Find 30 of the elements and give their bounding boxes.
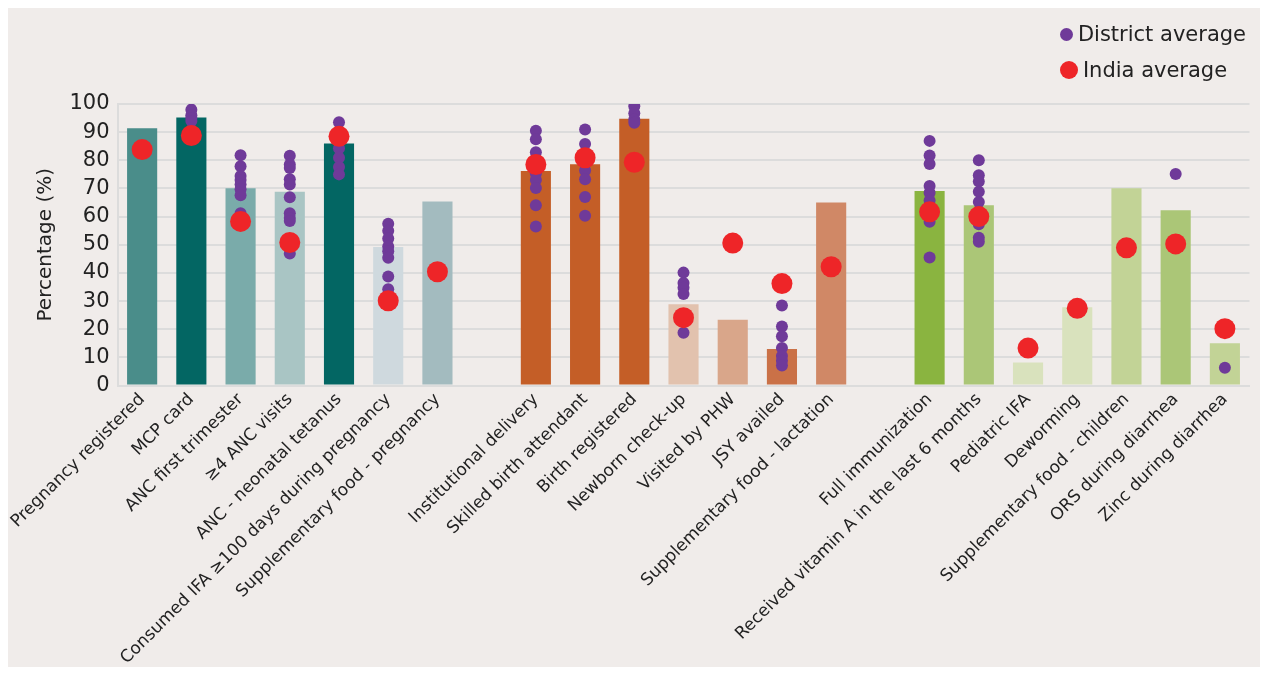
- y-tick-label: 100: [69, 90, 110, 115]
- bar: [520, 171, 551, 385]
- y-tick-label: 40: [82, 259, 110, 284]
- y-tick-label: 0: [96, 371, 110, 396]
- bar: [963, 205, 994, 385]
- bar: [127, 128, 158, 385]
- y-tick-label: 30: [82, 287, 110, 312]
- bar: [323, 143, 355, 385]
- bar: [1160, 210, 1191, 385]
- bar: [1012, 362, 1044, 385]
- bar: [816, 202, 847, 385]
- y-tick-label: 60: [82, 203, 110, 228]
- y-tick-label: 50: [82, 231, 110, 256]
- bar: [176, 117, 207, 385]
- bar: [570, 164, 601, 385]
- bar: [1209, 343, 1240, 385]
- y-tick-label: 10: [82, 343, 110, 368]
- bar: [619, 118, 650, 385]
- bar: [717, 319, 748, 385]
- y-tick-label: 90: [82, 118, 110, 143]
- bar: [1111, 188, 1142, 385]
- y-tick-label: 80: [82, 146, 110, 171]
- bar: [422, 201, 453, 385]
- y-tick-label: 70: [82, 174, 110, 199]
- legend-label: India average: [1082, 58, 1228, 82]
- bar: [1062, 307, 1093, 385]
- bar: [225, 188, 256, 385]
- legend-label: District average: [1077, 22, 1246, 46]
- y-tick-label: 20: [82, 315, 110, 340]
- y-axis-title: Percentage (%): [31, 168, 56, 322]
